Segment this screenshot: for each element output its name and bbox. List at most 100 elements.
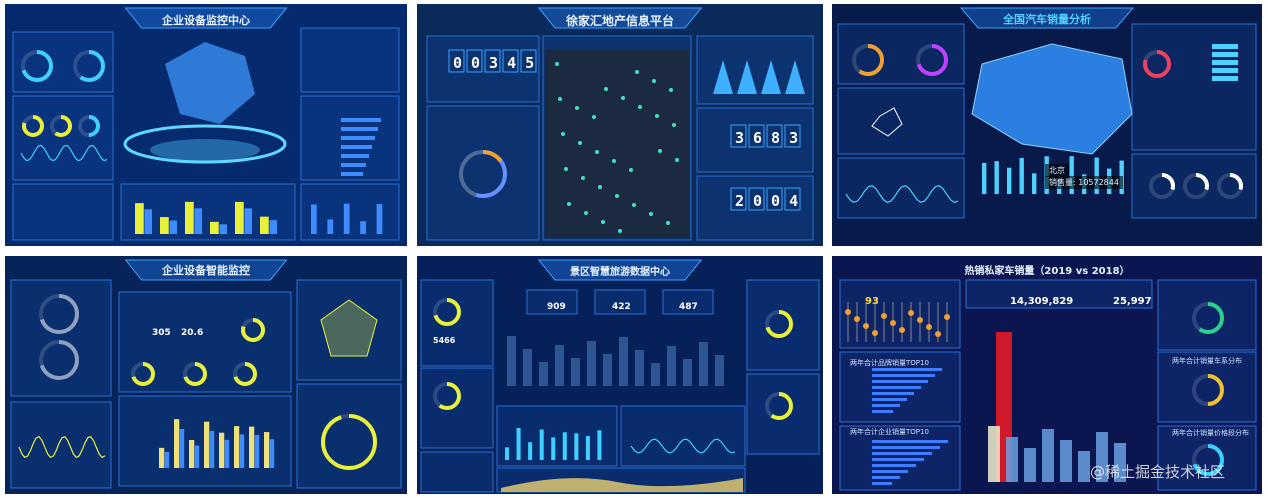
section-title: 两年合计销量车系分布 <box>1172 357 1242 365</box>
ring <box>321 414 377 470</box>
bar <box>234 426 240 468</box>
line <box>630 438 736 454</box>
bar <box>528 442 533 460</box>
bar <box>539 429 544 460</box>
stat: 14,309,829 <box>1010 296 1074 307</box>
platform <box>150 139 260 161</box>
dot <box>635 70 639 74</box>
ring <box>183 362 207 386</box>
building <box>651 363 660 386</box>
bar <box>269 439 275 468</box>
ring <box>852 44 884 76</box>
hbar <box>872 398 907 401</box>
sub-panel <box>12 31 114 93</box>
bar <box>1032 173 1037 194</box>
stat: 909 <box>547 302 566 312</box>
sub-panel <box>296 279 402 381</box>
ring <box>765 392 793 420</box>
hbar <box>1212 52 1238 57</box>
ring <box>39 294 79 334</box>
counter: 3683 <box>735 129 808 147</box>
slider-knob <box>854 316 860 322</box>
cone <box>713 60 733 94</box>
bar <box>585 436 590 460</box>
title-bar <box>124 259 288 281</box>
hbar <box>872 476 900 479</box>
sub-panel <box>420 279 494 367</box>
sub-panel <box>696 107 814 173</box>
bar3d <box>988 426 1000 482</box>
ring <box>459 150 507 198</box>
dot <box>655 114 659 118</box>
slider-knob <box>899 327 905 333</box>
bar3d <box>1078 451 1090 482</box>
bar3d <box>1060 440 1072 482</box>
bar <box>235 201 244 234</box>
ring <box>73 50 105 82</box>
panel-decor <box>837 7 1257 219</box>
ring <box>765 310 793 338</box>
bar <box>982 162 987 194</box>
panel-title: 全国汽车销量分析 <box>1003 13 1091 26</box>
platform <box>123 124 287 164</box>
dot <box>604 87 608 91</box>
sub-panel <box>839 279 961 349</box>
sub-panel <box>426 105 540 241</box>
dot <box>584 211 588 215</box>
panel: 全国汽车销量分析 北京 销售量: 10572844 <box>832 4 1262 246</box>
sub-panel <box>10 401 112 489</box>
digit-box <box>766 124 783 148</box>
bar <box>209 430 215 468</box>
bar <box>505 447 510 460</box>
sub-panel <box>662 289 714 315</box>
hbar <box>1212 68 1238 73</box>
building <box>523 349 532 386</box>
digit-box <box>784 124 801 148</box>
bar <box>994 161 999 194</box>
counter: 00345 <box>453 54 544 72</box>
ring <box>241 318 265 342</box>
sub-panel <box>426 35 540 103</box>
bar3d <box>1042 429 1054 482</box>
hbar <box>872 470 908 473</box>
sub-panel <box>1157 425 1257 491</box>
sub-panel <box>594 289 646 315</box>
digit-box <box>730 187 747 211</box>
hbar <box>341 136 375 140</box>
total: 5466 <box>433 336 456 345</box>
bar <box>194 445 200 468</box>
tooltip-city: 北京 <box>1045 164 1069 177</box>
dot <box>601 220 605 224</box>
section-title: 两年合计企业销量TOP10 <box>850 428 929 436</box>
hbar <box>341 127 378 131</box>
panel-title: 徐家汇地产信息平台 <box>565 14 674 28</box>
building <box>587 341 596 386</box>
dot <box>669 88 673 92</box>
ring <box>131 362 155 386</box>
bar <box>204 421 210 468</box>
panel-title: 热销私家车销量（2019 vs 2018） <box>964 266 1130 277</box>
panel: 企业设备智能监控 305 20.6 <box>5 256 407 494</box>
sub-panel <box>12 95 114 181</box>
dot <box>561 132 565 136</box>
line <box>845 185 959 204</box>
hbar <box>872 440 948 443</box>
ring <box>78 115 100 137</box>
dot <box>558 97 562 101</box>
panel: 景区智慧旅游数据中心 909 422 487 5466 <box>417 256 823 494</box>
stat: 305 <box>152 328 171 338</box>
section-title: 两年合计销量价格段分布 <box>1172 429 1249 437</box>
slider-knob <box>944 314 950 320</box>
digit-box <box>784 187 801 211</box>
ring <box>433 382 461 410</box>
sub-panel <box>1131 153 1257 219</box>
bar3d <box>1006 437 1018 482</box>
sub-panel <box>837 87 965 155</box>
building <box>635 350 644 386</box>
digit-box <box>520 49 537 73</box>
slider-knob <box>935 331 941 337</box>
sub-panel <box>420 451 494 493</box>
building <box>667 346 676 386</box>
hbar <box>872 374 935 377</box>
building <box>603 354 612 386</box>
